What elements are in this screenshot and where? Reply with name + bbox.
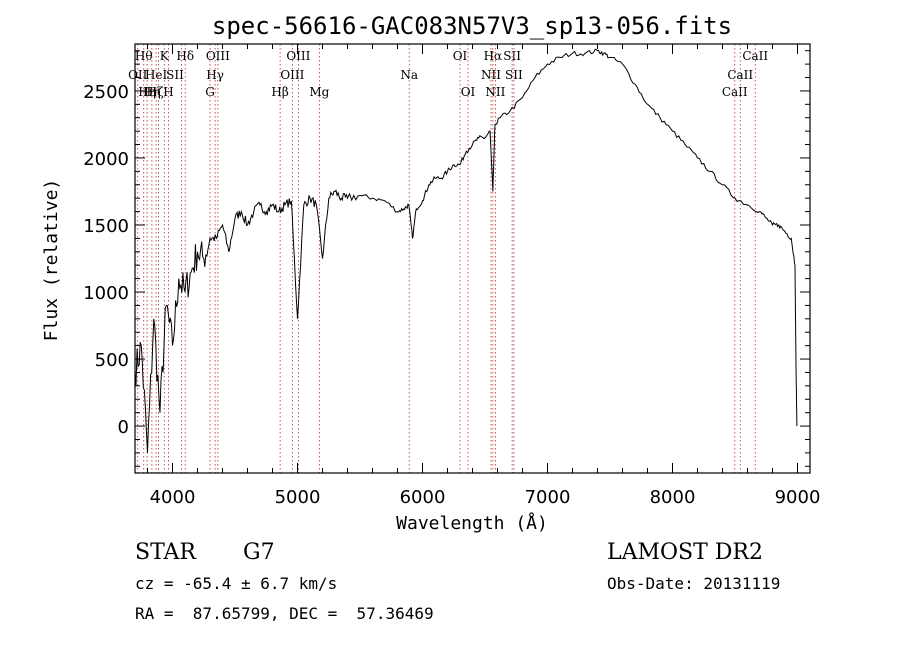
spectral-line-label: OI: [453, 49, 468, 63]
spectral-line-label: G: [205, 85, 215, 99]
spectral-line-label: Hζ: [147, 85, 164, 99]
x-tick-label: 4000: [150, 487, 196, 508]
object-subclass: G7: [243, 540, 275, 565]
spectral-line-label: CaII: [722, 85, 748, 99]
spectral-line-label: Hα: [484, 49, 503, 63]
spectral-line-label: OIII: [280, 68, 304, 82]
x-tick-label: 6000: [400, 487, 446, 508]
spectrum-series: [134, 48, 798, 453]
y-tick-label: 1500: [83, 216, 129, 237]
redshift-cz: cz = -65.4 ± 6.7 km/s: [135, 574, 338, 593]
chart-title: spec-56616-GAC083N57V3_sp13-056.fits: [212, 12, 732, 40]
y-tick-label: 0: [118, 417, 129, 438]
spectral-line-label: NII: [481, 68, 501, 82]
spectral-line-label: OI: [461, 85, 476, 99]
spectral-line-label: Hδ: [176, 49, 194, 63]
y-tick-label: 2000: [83, 149, 129, 170]
spectral-line-label: SII: [505, 68, 523, 82]
y-axis-label: Flux (relative): [41, 179, 62, 342]
x-tick-label: 5000: [275, 487, 321, 508]
spectral-line-label: Hθ: [135, 49, 153, 63]
y-tick-label: 2500: [83, 82, 129, 103]
spectral-line-label: Na: [400, 68, 418, 82]
axis-ticks: 4000 5000 6000 7000 8000 9000 0 500 1000 1500 2000…: [83, 44, 820, 508]
spectral-line-label: OII: [128, 68, 148, 82]
spectral-line-label: NII: [485, 85, 505, 99]
object-class: STAR: [135, 540, 196, 565]
spectral-line-label: CaII: [742, 49, 768, 63]
spectral-lines: OIIHθHηHηHeIHζKHSIIHδGHγOIIIHβOIIIOIIIMg…: [128, 44, 768, 473]
x-tick-label: 9000: [775, 487, 821, 508]
y-tick-label: 1000: [83, 283, 129, 304]
spectral-line-label: Mg: [309, 85, 329, 99]
spectral-line-label: OIII: [206, 49, 230, 63]
spectral-line-label: Hβ: [271, 85, 288, 99]
spectral-line-label: SII: [166, 68, 184, 82]
spectral-line-label: Hγ: [206, 68, 224, 82]
spectral-line-label: HeI: [145, 68, 168, 82]
spectral-line-label: H: [163, 85, 173, 99]
spectral-line-label: SII: [503, 49, 521, 63]
x-axis-label: Wavelength (Å): [396, 512, 548, 534]
survey-name: LAMOST DR2: [607, 540, 763, 565]
spectral-line-label: K: [160, 49, 170, 63]
ra-dec-coordinates: RA = 87.65799, DEC = 57.36469: [135, 604, 434, 623]
spectral-line-label: CaII: [727, 68, 753, 82]
observation-date: Obs-Date: 20131119: [607, 574, 781, 593]
spectral-line-label: OIII: [286, 49, 310, 63]
y-tick-label: 500: [95, 350, 129, 371]
x-tick-label: 7000: [525, 487, 571, 508]
spectrum-chart: spec-56616-GAC083N57V3_sp13-056.fits OII…: [41, 12, 820, 534]
plot-frame: [134, 43, 811, 474]
spectrum-line: [134, 48, 798, 453]
x-tick-label: 8000: [650, 487, 696, 508]
